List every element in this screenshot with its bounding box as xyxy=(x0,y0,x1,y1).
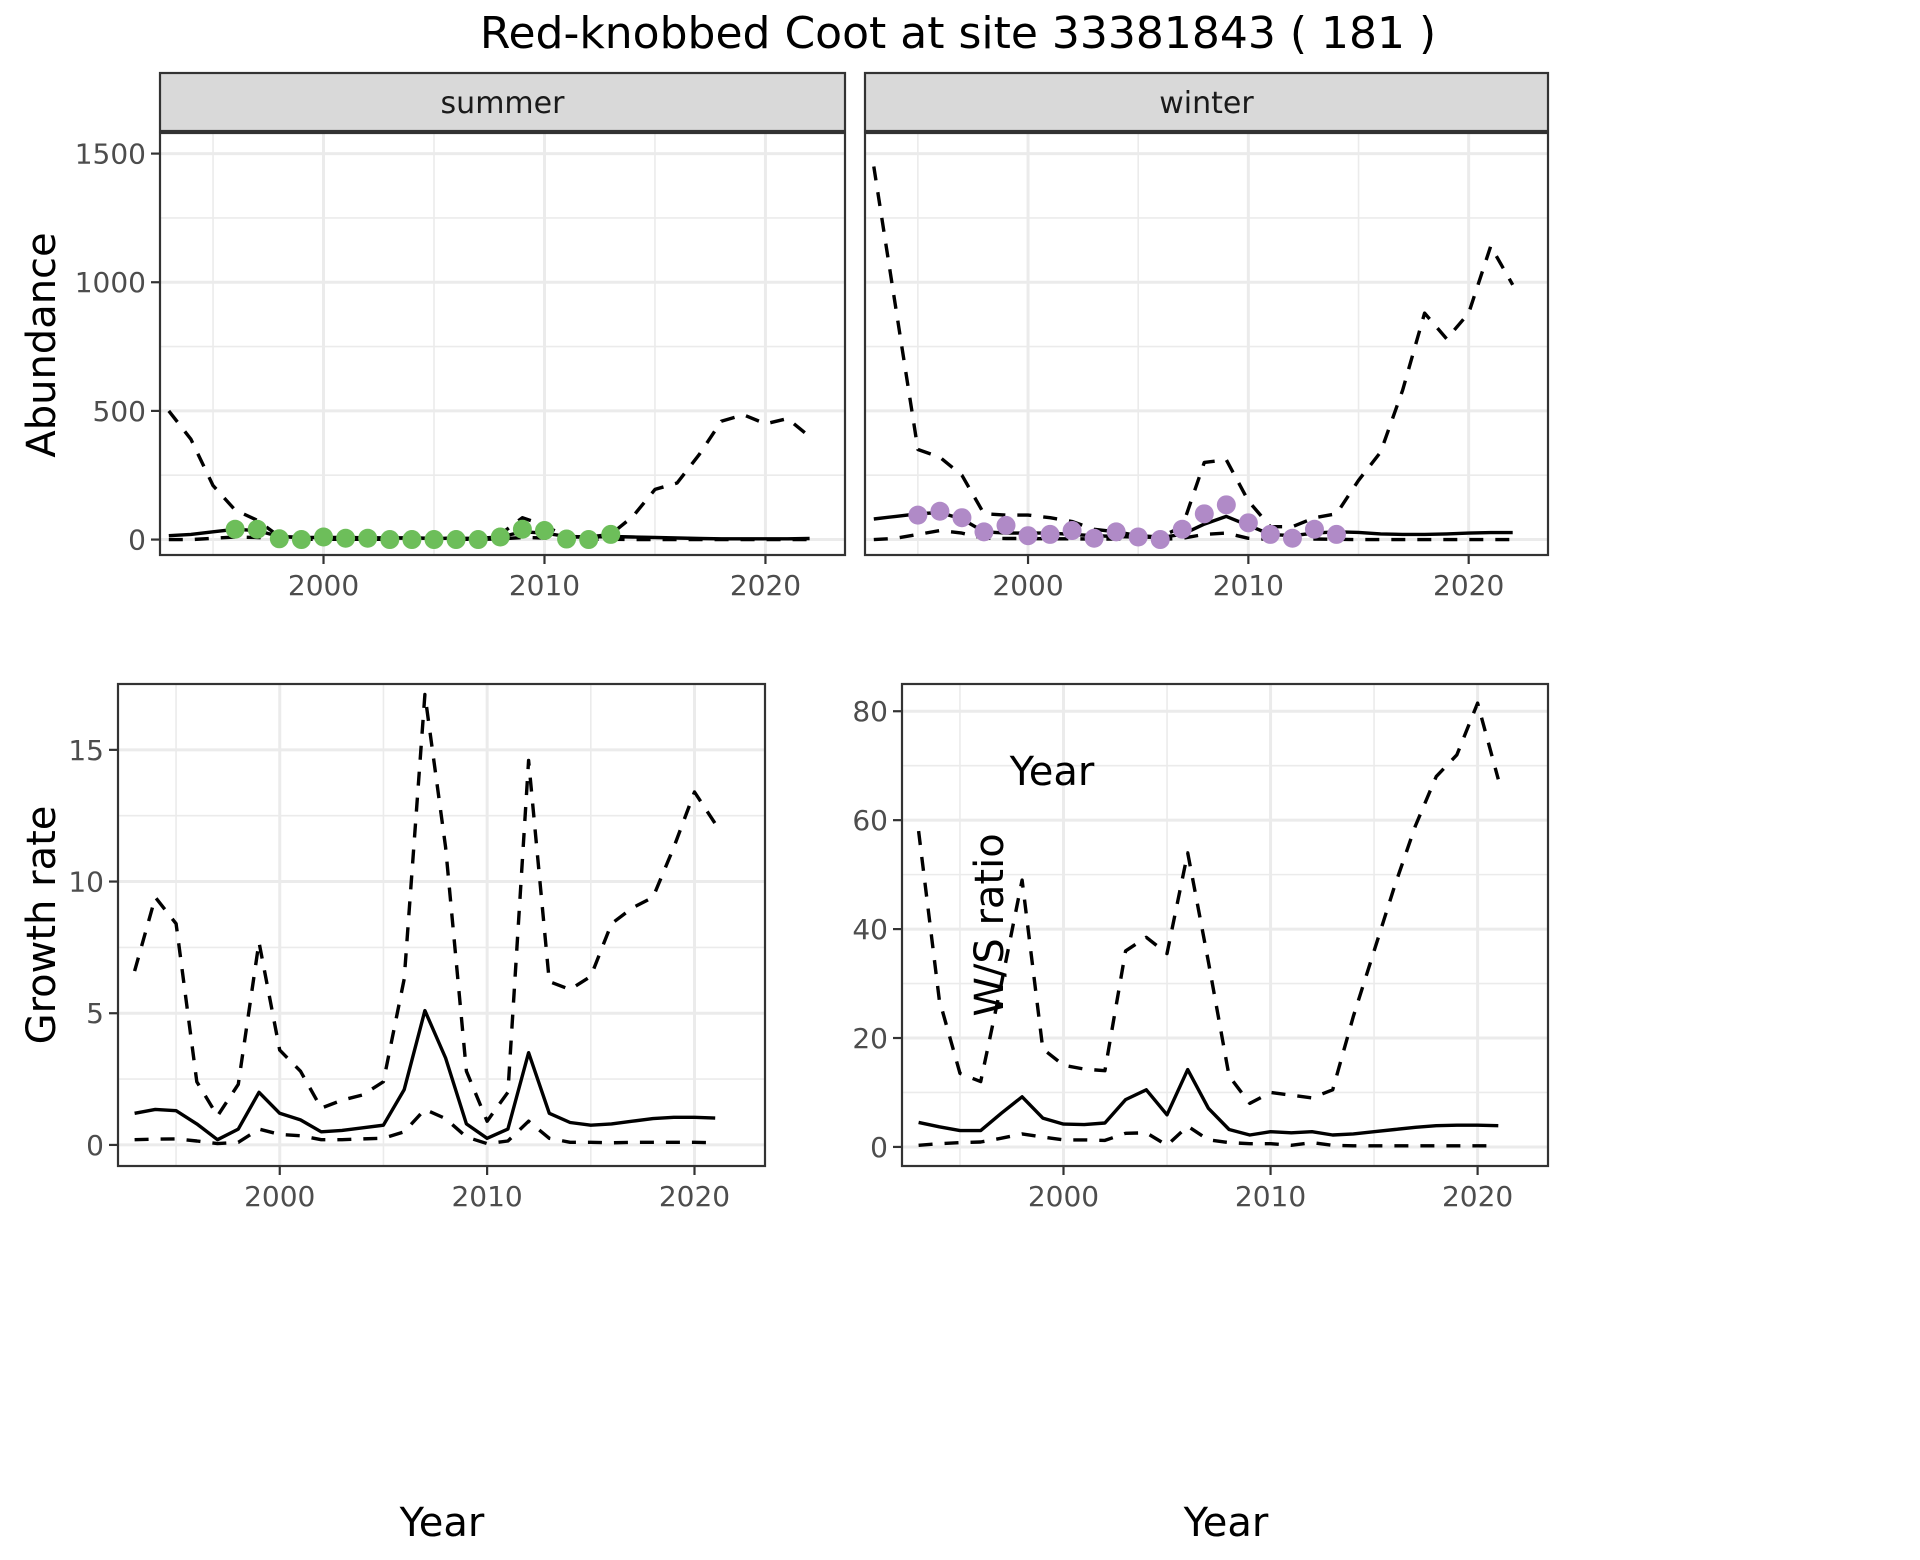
series-line-estimate xyxy=(918,1067,1499,1137)
top-x-axis-title: Year xyxy=(1009,749,1095,795)
data-point xyxy=(269,529,289,549)
data-point xyxy=(601,524,621,544)
data-point xyxy=(1172,519,1192,539)
y-tick-label: 20 xyxy=(852,1022,888,1055)
data-point xyxy=(490,527,510,547)
data-point xyxy=(534,521,554,541)
top-y-axis-title: Abundance xyxy=(19,232,65,457)
data-point xyxy=(1216,495,1236,515)
y-tick-label: 0 xyxy=(86,1129,104,1162)
y-tick-label: 5 xyxy=(86,997,104,1030)
plot-area xyxy=(872,166,1515,550)
x-tick-label: 2020 xyxy=(1433,569,1504,602)
x-tick-label: 2000 xyxy=(244,1180,315,1213)
facet-label: winter xyxy=(1159,86,1254,121)
y-tick-label: 80 xyxy=(852,695,888,728)
data-point xyxy=(424,530,444,550)
panel-border xyxy=(116,682,767,1168)
growth-x-axis-title: Year xyxy=(399,1500,485,1546)
facet-label: summer xyxy=(441,86,566,121)
data-point xyxy=(225,519,245,539)
data-point xyxy=(1260,524,1280,544)
data-point xyxy=(930,501,950,521)
panel-border xyxy=(863,131,1550,557)
x-tick-label: 2010 xyxy=(451,1180,522,1213)
data-point xyxy=(336,528,356,548)
data-point xyxy=(1128,527,1148,547)
data-point xyxy=(908,505,928,525)
panel-border xyxy=(158,131,847,557)
data-point xyxy=(380,530,400,550)
plot-background xyxy=(118,684,765,1166)
x-tick-label: 2010 xyxy=(509,569,580,602)
y-tick-label: 40 xyxy=(852,913,888,946)
y-tick-label: 0 xyxy=(128,524,146,557)
y-tick-label: 60 xyxy=(852,804,888,837)
plot-background xyxy=(160,133,845,555)
data-point xyxy=(358,528,378,548)
facet-strip xyxy=(158,71,847,133)
chart-title: Red-knobbed Coot at site 33381843 ( 181 … xyxy=(480,8,1436,59)
panel-summer: summer 2000 2010 2020 0 500 1000 1500 xyxy=(75,71,847,602)
data-point xyxy=(1326,524,1346,544)
y-tick-label: 0 xyxy=(870,1131,888,1164)
series-line-upper xyxy=(132,692,717,1123)
ratio-y-axis-title: W/S ratio xyxy=(967,833,1013,1016)
data-point xyxy=(557,529,577,549)
plot-area xyxy=(916,701,1500,1148)
x-tick-label: 2020 xyxy=(659,1180,730,1213)
x-tick-label: 2010 xyxy=(1213,569,1284,602)
plot-area xyxy=(132,692,717,1146)
data-point xyxy=(1194,504,1214,524)
x-tick-label: 2020 xyxy=(1442,1180,1513,1213)
data-point xyxy=(291,530,311,550)
data-point xyxy=(1238,513,1258,533)
plot-background xyxy=(902,684,1548,1166)
facet-strip xyxy=(863,71,1550,133)
series-line-lower xyxy=(918,1124,1499,1148)
data-point xyxy=(1282,528,1302,548)
x-tick-label: 2010 xyxy=(1235,1180,1306,1213)
panel-growth-rate: 2000 2010 2020 0 5 10 15 xyxy=(68,682,767,1213)
data-point xyxy=(314,527,334,547)
series-line-lower xyxy=(134,1107,716,1146)
growth-y-axis-title: Growth rate xyxy=(19,806,65,1045)
y-tick-label: 500 xyxy=(93,395,146,428)
data-point xyxy=(1304,519,1324,539)
data-point xyxy=(468,530,488,550)
data-point xyxy=(512,519,532,539)
data-point xyxy=(1062,521,1082,541)
y-tick-label: 10 xyxy=(68,866,104,899)
panel-border xyxy=(900,682,1550,1168)
ratio-x-axis-title: Year xyxy=(1183,1500,1269,1546)
y-tick-label: 15 xyxy=(68,734,104,767)
x-tick-label: 2000 xyxy=(992,569,1063,602)
series-line-upper xyxy=(872,166,1515,539)
plot-background xyxy=(865,133,1548,555)
data-point xyxy=(402,530,422,550)
x-tick-label: 2000 xyxy=(288,569,359,602)
data-point xyxy=(446,530,466,550)
y-tick-label: 1500 xyxy=(75,138,146,171)
x-tick-label: 2000 xyxy=(1028,1180,1099,1213)
data-point xyxy=(996,515,1016,535)
data-point xyxy=(1018,526,1038,546)
data-point xyxy=(952,508,972,528)
plot-area xyxy=(167,409,811,550)
data-point xyxy=(974,522,994,542)
data-point xyxy=(1040,524,1060,544)
panel-ws-ratio: 2000 2010 2020 0 20 40 60 80 xyxy=(852,682,1550,1213)
data-point xyxy=(579,530,599,550)
x-tick-label: 2020 xyxy=(730,569,801,602)
series-line-upper xyxy=(916,701,1500,1106)
data-point xyxy=(1150,530,1170,550)
panel-winter: winter 2000 2010 2020 xyxy=(863,71,1550,602)
data-point xyxy=(1106,522,1126,542)
series-line-estimate xyxy=(134,1008,716,1142)
y-tick-label: 1000 xyxy=(75,266,146,299)
data-point xyxy=(247,519,267,539)
data-point xyxy=(1084,528,1104,548)
